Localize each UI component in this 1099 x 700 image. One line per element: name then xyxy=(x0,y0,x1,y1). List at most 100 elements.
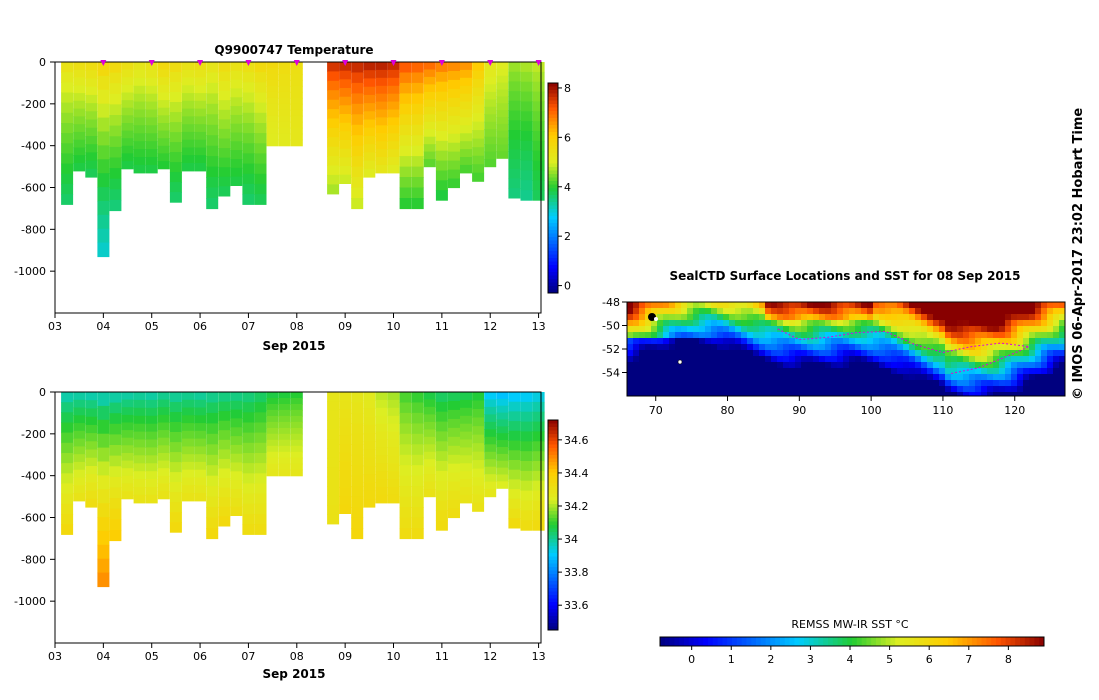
profile-cell xyxy=(85,86,98,96)
sst-cell xyxy=(747,386,754,393)
sst-cell xyxy=(951,302,958,309)
profile-cell xyxy=(157,483,170,492)
profile-cell xyxy=(472,121,485,131)
profile-cell xyxy=(85,441,98,451)
profile-cell xyxy=(194,147,207,156)
sst-cell xyxy=(1029,332,1036,339)
profile-cell xyxy=(206,475,219,487)
profile-cell xyxy=(484,151,497,160)
sst-cell xyxy=(633,332,640,339)
profile-cell xyxy=(254,422,267,434)
sst-cell xyxy=(897,332,904,339)
profile-cell xyxy=(351,198,364,210)
sst-cell xyxy=(759,344,766,351)
sst-cell xyxy=(735,302,742,309)
colorbar-segment xyxy=(548,619,558,624)
profile-cell xyxy=(460,157,472,166)
sst-cell xyxy=(1047,356,1054,363)
profile-cell xyxy=(496,481,509,489)
profile-cell xyxy=(351,392,364,404)
profile-cell xyxy=(85,416,98,426)
profile-cell xyxy=(109,445,122,457)
profile-cell xyxy=(242,153,255,165)
sst-cell xyxy=(951,356,958,363)
profile-cell xyxy=(61,442,74,454)
sst-cell xyxy=(867,380,874,387)
sst-cell xyxy=(753,338,760,345)
sst-cell xyxy=(855,302,862,309)
profile-cell xyxy=(121,437,134,446)
profile-cell xyxy=(339,166,352,176)
profile-cell xyxy=(339,114,352,124)
sst-cell xyxy=(999,368,1006,375)
sst-cell xyxy=(825,332,832,339)
sst-cell xyxy=(963,392,970,396)
x-tick-label: 10 xyxy=(387,650,401,663)
profile-cell xyxy=(254,392,267,403)
profile-cell xyxy=(157,468,170,477)
colorbar-segment xyxy=(548,609,558,613)
profile-cell xyxy=(363,408,376,418)
sst-cell xyxy=(753,344,760,351)
island-marker xyxy=(677,359,683,365)
profile-cell xyxy=(423,159,436,168)
sst-cell xyxy=(927,350,934,357)
profile-cell xyxy=(133,439,146,448)
profile-cell xyxy=(61,503,74,515)
sst-colorbar-segment xyxy=(722,637,728,646)
profile-cell xyxy=(145,487,158,496)
sst-cell xyxy=(663,332,670,339)
sst-colorbar-segment xyxy=(943,637,949,646)
sst-cell xyxy=(1017,362,1024,369)
profile-cell xyxy=(109,157,122,169)
profile-cell xyxy=(411,198,424,210)
profile-cell xyxy=(169,182,182,193)
profile-cell xyxy=(290,439,303,447)
profile-cell xyxy=(97,433,110,449)
colorbar-segment xyxy=(548,588,558,592)
colorbar-segment xyxy=(548,574,558,578)
profile-cell xyxy=(532,500,545,511)
profile-cell xyxy=(363,482,376,492)
profile-cell xyxy=(351,145,364,157)
sst-cell xyxy=(981,386,988,393)
sst-cell xyxy=(669,302,676,309)
profile-cell xyxy=(97,517,110,532)
profile-cell xyxy=(266,97,279,105)
profile-cell xyxy=(508,440,521,451)
profile-cell xyxy=(218,458,231,470)
colorbar-segment xyxy=(548,181,558,185)
sst-cell xyxy=(819,362,826,369)
sst-cell xyxy=(915,332,922,339)
sst-cell xyxy=(951,362,958,369)
profile-cell xyxy=(266,74,279,81)
profile-cell xyxy=(157,430,170,439)
profile-cell xyxy=(218,71,231,82)
sst-cell xyxy=(657,380,664,387)
profile-cell xyxy=(61,463,74,474)
profile-cell xyxy=(472,147,485,157)
sst-cell xyxy=(1041,326,1048,333)
sst-cell xyxy=(1047,320,1054,327)
colorbar-segment xyxy=(548,111,558,115)
y-tick-label: -200 xyxy=(21,428,46,441)
colorbar-segment xyxy=(548,514,558,519)
sst-cell xyxy=(993,374,1000,381)
profile-cell xyxy=(169,452,182,463)
sst-cell xyxy=(885,374,892,381)
profile-cell xyxy=(532,62,545,73)
profile-cell xyxy=(399,496,412,508)
profile-cell xyxy=(230,427,243,437)
sst-colorbar-segment xyxy=(808,637,815,646)
profile-cell xyxy=(194,392,207,401)
profile-cell xyxy=(399,135,412,147)
sst-colorbar-gradient xyxy=(659,636,1045,647)
profile-cell xyxy=(97,405,110,421)
profile-cell xyxy=(145,117,158,126)
profile-cell xyxy=(508,168,521,180)
profile-cell xyxy=(351,496,364,508)
sst-cell xyxy=(987,314,994,321)
profile-cell xyxy=(109,498,122,510)
sst-cell xyxy=(987,344,994,351)
sst-cell xyxy=(627,308,634,315)
